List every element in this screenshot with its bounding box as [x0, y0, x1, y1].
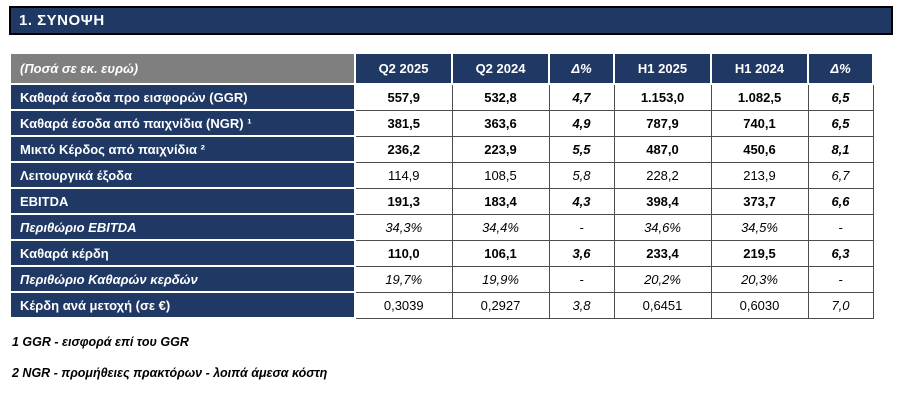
cell-delta: 6,7	[807, 161, 874, 189]
cell-value: 34,5%	[710, 213, 809, 241]
cell-value: 0,6451	[613, 291, 712, 319]
cell-value: 20,3%	[710, 265, 809, 293]
table-row-ngr: Καθαρά έσοδα από παιχνίδια (NGR) ¹ 381,5…	[9, 109, 874, 137]
row-label: EBITDA	[9, 187, 356, 215]
cell-value: 0,6030	[710, 291, 809, 319]
cell-value: 363,6	[451, 109, 550, 137]
cell-delta: 8,1	[807, 135, 874, 163]
cell-value: 19,7%	[354, 265, 453, 293]
col-header-q2-2025: Q2 2025	[354, 52, 453, 85]
table-row-ggr: Καθαρά έσοδα προ εισφορών (GGR) 557,9 53…	[9, 83, 874, 111]
table-row-operating-expenses: Λειτουργικά έξοδα 114,9 108,5 5,8 228,2 …	[9, 161, 874, 189]
cell-delta: 6,3	[807, 239, 874, 267]
table-row-gross-profit: Μικτό Κέρδος από παιχνίδια ² 236,2 223,9…	[9, 135, 874, 163]
cell-delta: -	[548, 265, 615, 293]
cell-delta: -	[807, 265, 874, 293]
cell-delta: 4,7	[548, 83, 615, 111]
cell-value: 0,3039	[354, 291, 453, 319]
cell-delta: 6,5	[807, 83, 874, 111]
cell-value: 34,6%	[613, 213, 712, 241]
cell-value: 219,5	[710, 239, 809, 267]
footnotes: 1 GGR - εισφορά επί του GGR 2 NGR - προμ…	[9, 335, 893, 380]
cell-value: 191,3	[354, 187, 453, 215]
col-header-h1-2024: H1 2024	[710, 52, 809, 85]
cell-delta: 6,6	[807, 187, 874, 215]
cell-value: 106,1	[451, 239, 550, 267]
cell-value: 223,9	[451, 135, 550, 163]
cell-value: 233,4	[613, 239, 712, 267]
col-header-delta-h1: Δ%	[807, 52, 874, 85]
cell-value: 1.082,5	[710, 83, 809, 111]
cell-delta: 3,8	[548, 291, 615, 319]
row-label: Καθαρά κέρδη	[9, 239, 356, 267]
footnote-1: 1 GGR - εισφορά επί του GGR	[12, 335, 189, 349]
cell-delta: -	[548, 213, 615, 241]
cell-value: 0,2927	[451, 291, 550, 319]
col-header-delta-q2: Δ%	[548, 52, 615, 85]
cell-value: 1.153,0	[613, 83, 712, 111]
cell-delta: 5,5	[548, 135, 615, 163]
cell-delta: 4,3	[548, 187, 615, 215]
cell-delta: 6,5	[807, 109, 874, 137]
cell-value: 532,8	[451, 83, 550, 111]
cell-value: 381,5	[354, 109, 453, 137]
table-row-eps: Κέρδη ανά μετοχή (σε €) 0,3039 0,2927 3,…	[9, 291, 874, 319]
cell-value: 228,2	[613, 161, 712, 189]
cell-value: 450,6	[710, 135, 809, 163]
cell-delta: 7,0	[807, 291, 874, 319]
section-title: 1. ΣΥΝΟΨΗ	[9, 6, 893, 35]
row-label: Καθαρά έσοδα προ εισφορών (GGR)	[9, 83, 356, 111]
row-label: Καθαρά έσοδα από παιχνίδια (NGR) ¹	[9, 109, 356, 137]
row-label: Μικτό Κέρδος από παιχνίδια ²	[9, 135, 356, 163]
cell-delta: 4,9	[548, 109, 615, 137]
cell-value: 34,3%	[354, 213, 453, 241]
cell-value: 398,4	[613, 187, 712, 215]
col-header-h1-2025: H1 2025	[613, 52, 712, 85]
table-row-ebitda: EBITDA 191,3 183,4 4,3 398,4 373,7 6,6	[9, 187, 874, 215]
financial-summary-table: (Ποσά σε εκ. ευρώ) Q2 2025 Q2 2024 Δ% H1…	[9, 52, 874, 319]
row-label: Κέρδη ανά μετοχή (σε €)	[9, 291, 356, 319]
cell-delta: 5,8	[548, 161, 615, 189]
cell-value: 110,0	[354, 239, 453, 267]
cell-value: 108,5	[451, 161, 550, 189]
row-label: Περιθώριο EBITDA	[9, 213, 356, 241]
cell-value: 487,0	[613, 135, 712, 163]
cell-value: 787,9	[613, 109, 712, 137]
row-label: Περιθώριο Καθαρών κερδών	[9, 265, 356, 293]
row-label: Λειτουργικά έξοδα	[9, 161, 356, 189]
cell-value: 740,1	[710, 109, 809, 137]
cell-delta: -	[807, 213, 874, 241]
cell-value: 20,2%	[613, 265, 712, 293]
footnote-2: 2 NGR - προμήθειες πρακτόρων - λοιπά άμε…	[12, 366, 328, 380]
cell-value: 19,9%	[451, 265, 550, 293]
table-header-row: (Ποσά σε εκ. ευρώ) Q2 2025 Q2 2024 Δ% H1…	[9, 52, 874, 85]
table-row-net-profit: Καθαρά κέρδη 110,0 106,1 3,6 233,4 219,5…	[9, 239, 874, 267]
cell-value: 213,9	[710, 161, 809, 189]
cell-delta: 3,6	[548, 239, 615, 267]
cell-value: 236,2	[354, 135, 453, 163]
table-row-net-profit-margin: Περιθώριο Καθαρών κερδών 19,7% 19,9% - 2…	[9, 265, 874, 293]
cell-value: 557,9	[354, 83, 453, 111]
units-label: (Ποσά σε εκ. ευρώ)	[9, 52, 356, 85]
cell-value: 183,4	[451, 187, 550, 215]
cell-value: 34,4%	[451, 213, 550, 241]
cell-value: 114,9	[354, 161, 453, 189]
cell-value: 373,7	[710, 187, 809, 215]
table-row-ebitda-margin: Περιθώριο EBITDA 34,3% 34,4% - 34,6% 34,…	[9, 213, 874, 241]
col-header-q2-2024: Q2 2024	[451, 52, 550, 85]
